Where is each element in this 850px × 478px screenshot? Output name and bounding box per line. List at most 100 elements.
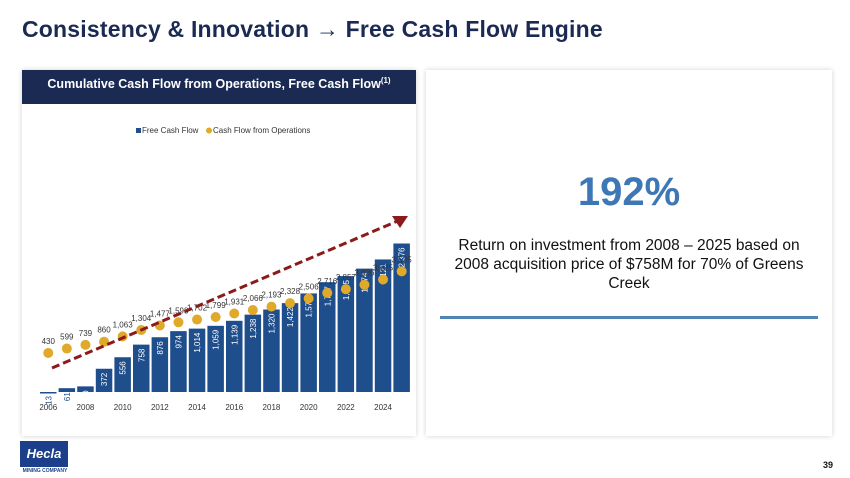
fcf-bar-label: 556	[119, 361, 128, 375]
fcf-bar	[58, 388, 76, 392]
fcf-bar	[151, 337, 169, 392]
fcf-bar	[263, 309, 280, 392]
cfo-dot-label: 1,477	[150, 309, 171, 318]
cfo-dot-label: 3,535	[392, 255, 413, 264]
fcf-bar-label: 974	[174, 335, 183, 349]
fcf-bar-label: 1,014	[193, 332, 202, 353]
roi-panel: 192% Return on investment from 2008 – 20…	[426, 70, 832, 436]
x-tick-label: 2018	[263, 403, 281, 412]
fcf-bar-label: 1,139	[230, 324, 239, 345]
x-tick-label: 2016	[225, 403, 243, 412]
fcf-bar-label: 2,121	[379, 263, 388, 284]
cfo-dot	[210, 311, 221, 322]
legend-cfo-label: Cash Flow from Operations	[213, 126, 310, 135]
fcf-bar	[356, 268, 373, 392]
fcf-bar	[393, 243, 410, 392]
legend-fcf-label: Free Cash Flow	[142, 126, 199, 135]
cfo-dot-label: 1,063	[113, 320, 134, 329]
x-tick-label: 2006	[39, 403, 57, 412]
fcf-bar-label: 1,238	[249, 318, 258, 339]
fcf-bar	[300, 293, 317, 392]
fcf-bar-label: 1,422	[286, 307, 295, 328]
x-tick-label: 2008	[77, 403, 95, 412]
fcf-bar-label: 1,577	[305, 297, 314, 318]
fcf-bar-label: -13	[44, 395, 53, 407]
page-number: 39	[822, 460, 833, 470]
cfo-dot	[43, 348, 54, 358]
cfo-dot	[285, 298, 296, 309]
x-tick-label: 2010	[114, 403, 132, 412]
cfo-dot-label: 2,716	[317, 277, 338, 286]
cfo-dot-label: 1,931	[224, 298, 245, 307]
fcf-bar-label: 2,376	[398, 247, 407, 268]
cfo-dot-label: 739	[79, 329, 93, 338]
chart-panel-header-text: Cumulative Cash Flow from Operations, Fr…	[47, 77, 381, 92]
fcf-bar	[244, 314, 262, 392]
fcf-bar-label: 1,059	[212, 329, 221, 350]
cfo-dot-label: 1,702	[187, 304, 208, 313]
x-tick-label: 2022	[337, 403, 355, 412]
fcf-bar	[114, 357, 131, 392]
cfo-dot	[303, 293, 314, 304]
cfo-dot	[396, 266, 407, 277]
fcf-bar	[226, 320, 243, 392]
cfo-dot-label: 2,857	[336, 273, 357, 282]
cfo-dot-label: 1,799	[206, 301, 227, 310]
footnote-marker: (1)	[380, 76, 391, 85]
company-logo: Hecla MINING COMPANY	[20, 441, 70, 477]
cfo-dot	[340, 284, 351, 295]
cfo-dot-label: 860	[97, 326, 111, 335]
x-tick-label: 2014	[188, 403, 206, 412]
fcf-bar	[319, 282, 336, 392]
cash-flow-chart: Free Cash Flow Cash Flow from Operations…	[39, 126, 413, 412]
cfo-dot	[173, 317, 184, 328]
cfo-dot	[359, 279, 370, 290]
fcf-bar-label: 90	[81, 390, 90, 399]
fcf-bar	[374, 259, 392, 392]
cfo-dot	[229, 308, 240, 319]
cfo-dot-label: 2,328	[280, 287, 301, 296]
chart-legend: Free Cash Flow Cash Flow from Operations	[136, 126, 310, 135]
fcf-bar-label: 1,320	[267, 313, 276, 334]
cfo-dot	[80, 339, 91, 350]
fcf-bar	[77, 386, 94, 392]
fcf-bar	[337, 276, 355, 392]
roi-value: 192%	[577, 170, 681, 214]
x-axis-ticks: 2006 2008 2010 2012 2014 2016 2018 2020 2022 2024	[39, 403, 392, 412]
x-tick-label: 2024	[374, 403, 392, 412]
trend-arrow-line	[51, 218, 401, 370]
x-tick-label: 2012	[151, 403, 169, 412]
fcf-bar	[95, 368, 113, 392]
cfo-dot	[247, 304, 258, 315]
legend-cfo-swatch	[206, 127, 212, 134]
cfo-dot-label: 2,193	[261, 291, 282, 300]
cfo-dot-label: 1,598	[168, 306, 189, 315]
legend-fcf-swatch	[136, 128, 141, 133]
cfo-dot-label: 430	[42, 337, 56, 346]
logo-mark: Hecla	[20, 441, 68, 467]
cfo-dot-label: 3,225	[373, 263, 394, 272]
fcf-bar-label: 61	[63, 392, 72, 401]
cfo-dot	[378, 274, 389, 285]
chart-panel-header: Cumulative Cash Flow from Operations, Fr…	[22, 70, 416, 104]
cfo-dot-label: 3,026	[354, 269, 375, 278]
cfo-dots: 430 599 739 8601,0631,3041,4771,5981,7021,7…	[42, 255, 413, 358]
fcf-bar	[281, 303, 299, 392]
cfo-dot	[61, 343, 72, 354]
trend-arrow	[51, 216, 408, 370]
logo-subtitle: MINING COMPANY	[22, 468, 68, 474]
fcf-bar-label: 758	[137, 348, 146, 362]
fcf-bars: -13 61 90 372 556 758 876 974 1,014 1,059 1,139 1,2…	[40, 243, 410, 408]
fcf-bar-label: 876	[156, 341, 165, 355]
cfo-dot	[266, 301, 277, 312]
fcf-bar	[170, 331, 187, 392]
cfo-dot	[192, 314, 203, 325]
fcf-bar	[207, 325, 224, 392]
page-title: Consistency & Innovation → Free Cash Flo…	[22, 16, 603, 42]
divider	[440, 316, 818, 319]
x-tick-label: 2020	[300, 403, 318, 412]
fcf-bar-label: 372	[100, 372, 109, 386]
trend-arrow-head	[392, 216, 408, 228]
cfo-dot	[99, 336, 110, 347]
fcf-bar	[133, 344, 150, 392]
